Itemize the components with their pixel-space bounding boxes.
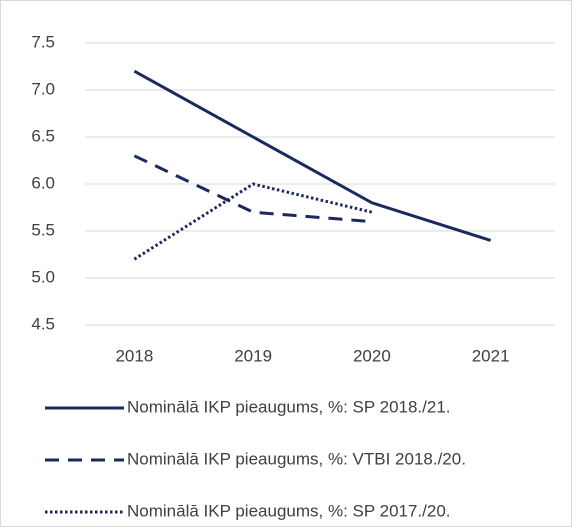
y-tick-label: 7.0 [31,79,55,98]
legend-label: Nominālā IKP pieaugums, %: VTBI 2018./20… [127,449,466,468]
y-tick-label: 4.5 [31,314,55,333]
legend-label: Nominālā IKP pieaugums, %: SP 2018./21. [127,397,451,416]
legend-label: Nominālā IKP pieaugums, %: SP 2017./20. [127,501,451,520]
series-line [133,69,492,242]
y-tick-label: 6.0 [31,173,55,192]
y-tick-label: 5.0 [31,267,55,286]
series-line [133,182,373,261]
x-tick-label: 2019 [234,346,272,365]
y-tick-label: 6.5 [31,126,55,145]
y-tick-label: 5.5 [31,220,55,239]
x-tick-label: 2018 [115,346,153,365]
y-tick-label: 7.5 [31,32,55,51]
series-line [133,154,372,224]
x-tick-label: 2021 [472,346,510,365]
x-tick-label: 2020 [353,346,391,365]
